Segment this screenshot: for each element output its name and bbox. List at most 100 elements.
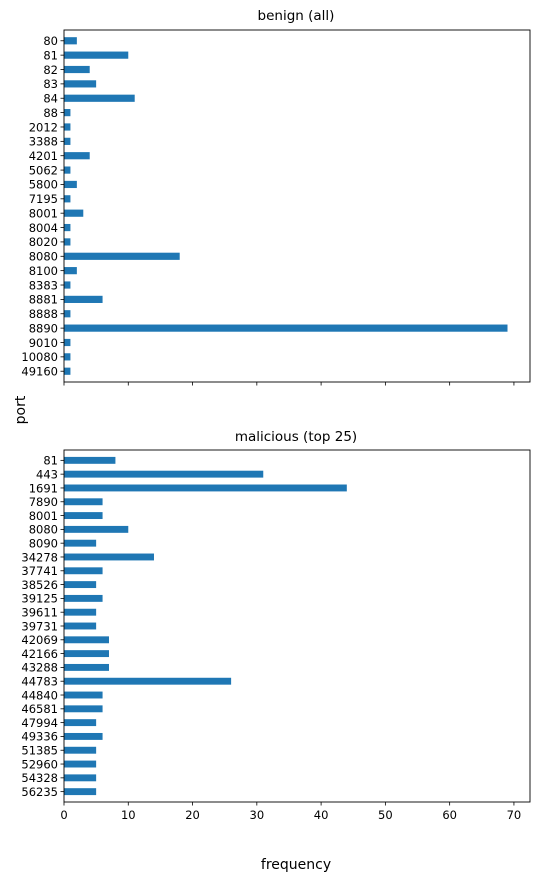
malicious-ytick-label: 38526 [21,578,58,592]
benign-bar-8004 [64,223,71,232]
malicious-xtick-label: 10 [121,808,136,822]
malicious-bar-43288 [64,663,109,671]
malicious-bar-46581 [64,705,103,713]
benign-bar-88 [64,109,71,117]
benign-bar-8383 [64,281,71,289]
malicious-ytick-label: 51385 [21,744,58,758]
benign-bar-8001 [64,209,84,217]
benign-bar-81 [64,51,129,59]
benign-ytick-label: 8020 [29,235,58,249]
benign-bar-8080 [64,252,180,260]
benign-bar-8020 [64,238,71,246]
benign-bar-8881 [64,295,103,303]
benign-ytick-label: 8100 [29,264,58,278]
malicious-bar-81 [64,456,116,464]
benign-ytick-label: 8383 [29,278,58,292]
malicious-chart-title: malicious (top 25) [235,429,357,445]
malicious-ytick-label: 39611 [21,605,58,619]
malicious-ytick-label: 56235 [21,785,58,799]
malicious-bar-44840 [64,691,103,699]
malicious-bar-42069 [64,636,109,644]
benign-bar-5800 [64,180,77,189]
benign-ytick-label: 80 [43,34,58,48]
benign-ytick-label: 8888 [29,307,58,321]
benign-bar-80 [64,37,77,45]
malicious-bar-34278 [64,553,154,561]
malicious-xtick-label: 50 [378,808,393,822]
benign-ytick-label: 49160 [21,365,58,379]
benign-ytick-label: 83 [43,77,58,91]
benign-ytick-label: 8080 [29,250,58,264]
malicious-ytick-label: 37741 [21,564,58,578]
malicious-ytick-label: 81 [43,454,58,468]
malicious-bar-51385 [64,746,97,754]
malicious-bar-37741 [64,567,103,575]
x-axis-label: frequency [261,857,331,873]
benign-bar-49160 [64,367,71,375]
benign-ytick-label: 8881 [29,293,58,307]
malicious-bar-39125 [64,594,103,602]
malicious-bar-47994 [64,719,97,727]
benign-ytick-label: 2012 [29,120,58,134]
malicious-bar-56235 [64,788,97,796]
benign-ytick-label: 7195 [29,192,58,206]
benign-bar-4201 [64,152,90,160]
malicious-ytick-label: 443 [36,467,58,481]
benign-bar-5062 [64,166,71,174]
malicious-bar-49336 [64,732,103,740]
malicious-chart: malicious (top 25) 814431691789080018080… [21,429,531,822]
malicious-bar-8080 [64,525,129,533]
malicious-ytick-label: 43288 [21,661,58,675]
benign-bar-82 [64,65,90,74]
malicious-ytick-label: 42069 [21,633,58,647]
malicious-ytick-label: 46581 [21,702,58,716]
malicious-ytick-label: 1691 [29,481,58,495]
malicious-ytick-label: 34278 [21,550,58,564]
benign-ytick-label: 8890 [29,321,58,335]
malicious-ytick-label: 44840 [21,688,58,702]
benign-ytick-label: 5062 [29,163,58,177]
malicious-bar-39731 [64,622,97,630]
benign-ytick-label: 82 [43,63,58,77]
benign-bar-9010 [64,338,71,347]
malicious-xtick-label: 30 [250,808,265,822]
malicious-bar-39611 [64,608,97,616]
malicious-xtick-label: 20 [185,808,200,822]
malicious-bar-8090 [64,539,97,547]
benign-bar-2012 [64,123,71,131]
malicious-bar-42166 [64,650,109,658]
benign-bar-84 [64,94,135,102]
benign-ytick-label: 9010 [29,336,58,350]
benign-ytick-label: 88 [43,106,58,120]
malicious-ytick-label: 8080 [29,523,58,537]
malicious-bar-44783 [64,677,232,685]
malicious-ytick-label: 42166 [21,647,58,661]
benign-ytick-label: 8001 [29,206,58,220]
malicious-ytick-label: 8090 [29,536,58,550]
malicious-bar-8001 [64,512,103,520]
malicious-xtick-label: 0 [60,808,67,822]
benign-bar-7195 [64,195,71,203]
malicious-bar-7890 [64,498,103,506]
malicious-xtick-label: 60 [442,808,457,822]
benign-ytick-label: 5800 [29,178,58,192]
benign-bar-10080 [64,353,71,361]
benign-ytick-label: 3388 [29,135,58,149]
y-axis-label: port [13,395,29,424]
benign-bar-3388 [64,137,71,145]
malicious-ytick-label: 8001 [29,509,58,523]
malicious-ytick-label: 44783 [21,675,58,689]
benign-bar-83 [64,80,97,88]
malicious-xtick-label: 40 [314,808,329,822]
benign-ytick-label: 84 [43,92,58,106]
malicious-ytick-label: 49336 [21,730,58,744]
malicious-ytick-label: 52960 [21,757,58,771]
malicious-xtick-label: 70 [507,808,522,822]
benign-ytick-label: 10080 [21,350,58,364]
benign-bar-8100 [64,267,77,275]
benign-chart: benign (all) 808182838488201233884201506… [21,8,531,386]
benign-ytick-label: 8004 [29,221,58,235]
malicious-ytick-label: 7890 [29,495,58,509]
malicious-bar-1691 [64,484,347,492]
